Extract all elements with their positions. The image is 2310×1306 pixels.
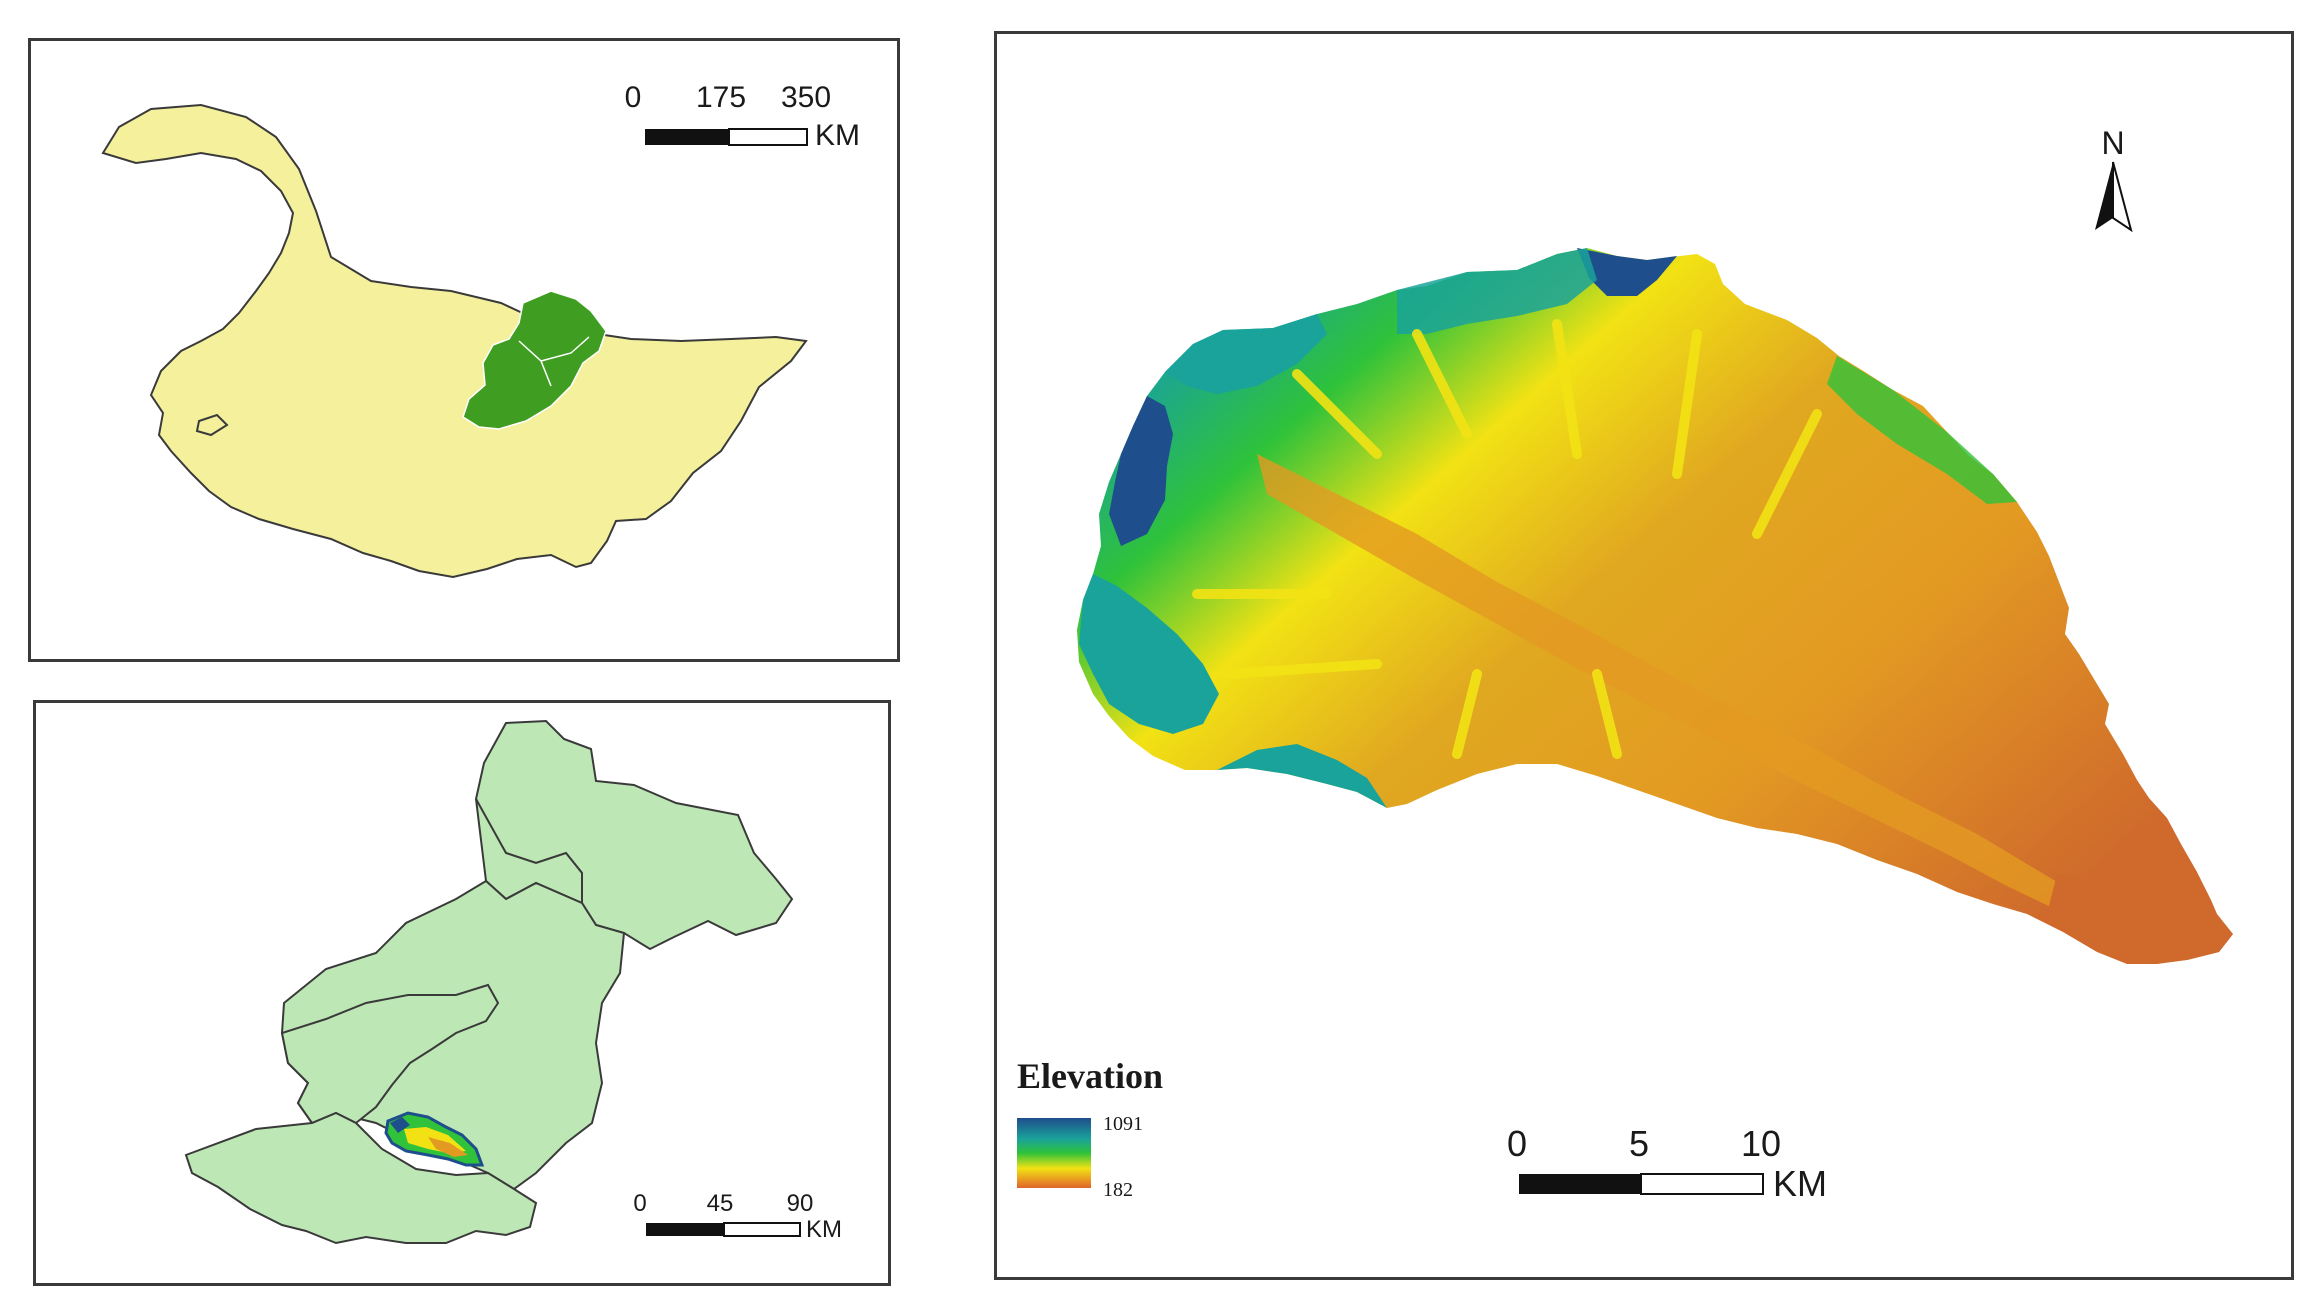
county-map-panel: 0 45 90 KM <box>33 700 891 1286</box>
scale-tick-350: 350 <box>781 81 831 114</box>
dem-teal-south <box>1217 744 1387 808</box>
elevation-map: N Elevation 1091 182 0 5 10 KM <box>1017 125 2233 1204</box>
scale-unit: KM <box>815 119 860 152</box>
scale-tick-5: 5 <box>1629 1123 1649 1164</box>
scale-bar-white-segment <box>728 128 808 146</box>
scale-tick-10: 10 <box>1741 1123 1781 1164</box>
scale-tick-175: 175 <box>696 81 746 114</box>
county-inner <box>280 983 500 1125</box>
dem-lowest-outlet <box>2049 874 2233 962</box>
legend-min-label: 182 <box>1103 1179 1133 1201</box>
scale-tick-90: 90 <box>787 1190 814 1217</box>
scale-tick-0: 0 <box>633 1190 646 1217</box>
scale-bar-black-segment <box>645 129 729 145</box>
study-area-thumbnail <box>384 1111 485 1167</box>
scale-bar-black-segment <box>1519 1174 1641 1194</box>
study-region-subdivision <box>518 336 590 387</box>
scale-tick-0: 0 <box>1507 1123 1527 1164</box>
scale-unit: KM <box>806 1216 842 1243</box>
scale-bar-white-segment <box>1640 1173 1764 1195</box>
scale-unit: KM <box>1773 1163 1827 1204</box>
north-label: N <box>2101 125 2124 161</box>
dem-high-northwest <box>1165 314 1327 394</box>
scale-bar-white-segment <box>723 1222 801 1237</box>
dem-high-southwest <box>1079 574 1219 734</box>
dem-green-east <box>1827 356 2017 504</box>
province-shape <box>101 103 808 579</box>
river-lake-mark <box>195 413 229 437</box>
county-map: 0 45 90 KM <box>184 719 842 1245</box>
dem-high-west <box>1109 396 1173 546</box>
scale-tick-45: 45 <box>707 1190 734 1217</box>
province-map: 0 175 350 KM <box>101 81 860 579</box>
dem-teal-north-band <box>1397 248 1597 334</box>
dem-valley-floor <box>1257 454 2077 910</box>
legend-title: Elevation <box>1017 1056 1163 1096</box>
legend-color-ramp <box>1017 1118 1091 1188</box>
dem-yellow-ridges <box>1192 319 1822 759</box>
study-region-shape <box>462 290 607 430</box>
north-arrow-icon <box>2095 161 2133 233</box>
elevation-map-panel: N Elevation 1091 182 0 5 10 KM <box>994 31 2294 1280</box>
province-overview-panel: 0 175 350 KM <box>28 38 900 662</box>
scale-bar-black-segment <box>646 1223 724 1236</box>
legend-max-label: 1091 <box>1103 1113 1143 1135</box>
scale-tick-0: 0 <box>625 81 642 114</box>
county-southwest <box>184 1111 538 1245</box>
dem-high-north <box>1577 248 1677 296</box>
